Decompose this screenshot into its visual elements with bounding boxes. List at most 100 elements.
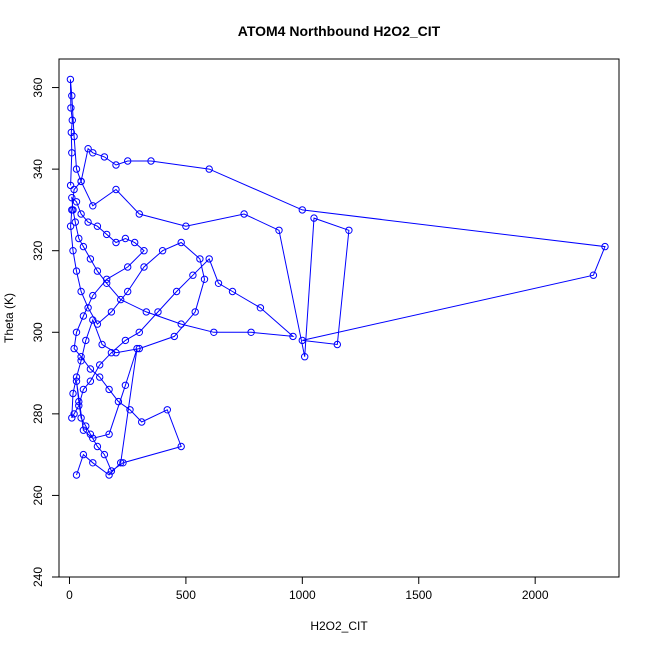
data-point bbox=[196, 255, 204, 263]
x-tick-label: 1000 bbox=[289, 588, 316, 602]
data-point bbox=[79, 385, 88, 394]
data-point bbox=[124, 287, 132, 296]
data-point bbox=[89, 291, 97, 300]
data-point bbox=[133, 344, 141, 353]
x-tick-label: 500 bbox=[176, 588, 196, 602]
data-point bbox=[112, 185, 120, 194]
data-point bbox=[68, 116, 77, 124]
data-point bbox=[256, 304, 265, 312]
data-point bbox=[601, 242, 609, 251]
data-point bbox=[135, 328, 144, 336]
data-point bbox=[98, 340, 106, 349]
x-axis: 0 500 1000 1500 2000 bbox=[66, 577, 549, 602]
data-point bbox=[75, 397, 83, 406]
data-point bbox=[135, 210, 144, 218]
data-point bbox=[72, 328, 81, 336]
data-point bbox=[100, 153, 109, 161]
data-point bbox=[93, 267, 102, 275]
data-point bbox=[140, 247, 148, 255]
data-point bbox=[135, 344, 144, 353]
data-point bbox=[69, 206, 77, 214]
data-point bbox=[86, 255, 95, 263]
data-point bbox=[89, 149, 97, 157]
data-point bbox=[107, 308, 116, 316]
data-point bbox=[100, 450, 109, 459]
data-point bbox=[66, 222, 75, 230]
data-point bbox=[72, 471, 81, 479]
data-point bbox=[240, 210, 248, 218]
chart-title: ATOM4 Northbound H2O2_CIT bbox=[238, 23, 441, 39]
data-point bbox=[69, 389, 77, 398]
data-point bbox=[79, 426, 88, 434]
x-axis-label: H2O2_CIT bbox=[310, 619, 368, 633]
plot-frame bbox=[58, 58, 620, 578]
data-point bbox=[75, 402, 83, 410]
data-point bbox=[119, 459, 127, 467]
data-point bbox=[77, 287, 85, 296]
data-point bbox=[170, 332, 179, 341]
data-point bbox=[77, 177, 85, 186]
data-point bbox=[289, 332, 297, 341]
data-point bbox=[154, 308, 162, 316]
data-point bbox=[177, 442, 185, 451]
data-point bbox=[70, 132, 78, 141]
data-point bbox=[189, 271, 197, 279]
data-point bbox=[345, 226, 353, 235]
data-point bbox=[117, 295, 125, 304]
data-point bbox=[89, 459, 97, 467]
data-point bbox=[96, 373, 104, 381]
data-point bbox=[89, 202, 97, 210]
data-point bbox=[124, 263, 132, 271]
data-point bbox=[70, 185, 78, 194]
data-point bbox=[69, 247, 77, 255]
data-point bbox=[93, 442, 102, 451]
data-point bbox=[86, 430, 95, 438]
data-point bbox=[121, 381, 130, 389]
data-point bbox=[117, 459, 125, 467]
x-tick-label: 2000 bbox=[522, 588, 549, 602]
data-point bbox=[93, 320, 102, 328]
data-point bbox=[86, 377, 95, 385]
data-point bbox=[210, 328, 218, 336]
data-point bbox=[75, 234, 83, 243]
data-point bbox=[79, 312, 88, 320]
data-point bbox=[163, 406, 172, 414]
y-tick-label: 280 bbox=[31, 404, 45, 424]
data-point bbox=[131, 238, 139, 247]
data-point bbox=[72, 377, 81, 385]
y-axis: 240 260 280 300 320 340 360 bbox=[31, 77, 59, 587]
y-tick-label: 260 bbox=[31, 485, 45, 505]
data-point bbox=[126, 406, 134, 414]
data-point bbox=[112, 238, 120, 247]
data-point bbox=[200, 275, 209, 283]
data-point bbox=[205, 165, 213, 173]
data-point bbox=[68, 414, 76, 422]
data-point bbox=[72, 198, 81, 206]
data-point bbox=[107, 349, 116, 357]
data-point bbox=[103, 230, 111, 239]
data-point bbox=[84, 304, 92, 312]
data-point bbox=[86, 365, 95, 373]
data-point bbox=[138, 418, 146, 426]
data-point bbox=[589, 271, 598, 279]
data-point bbox=[67, 104, 75, 112]
data-point bbox=[158, 247, 167, 255]
data-point bbox=[82, 422, 90, 430]
data-point bbox=[77, 210, 85, 218]
data-point bbox=[89, 434, 97, 442]
data-point bbox=[96, 361, 104, 369]
data-point bbox=[177, 320, 185, 328]
data-point bbox=[77, 353, 85, 361]
data-point bbox=[105, 471, 113, 479]
series-layer bbox=[66, 75, 609, 479]
data-point bbox=[298, 336, 306, 345]
data-point bbox=[214, 279, 223, 287]
data-point bbox=[228, 287, 237, 296]
data-point bbox=[121, 336, 130, 345]
data-point bbox=[79, 242, 88, 251]
y-tick-label: 360 bbox=[31, 77, 45, 97]
data-point bbox=[71, 218, 80, 226]
data-point bbox=[107, 467, 116, 475]
series-line bbox=[69, 79, 606, 476]
